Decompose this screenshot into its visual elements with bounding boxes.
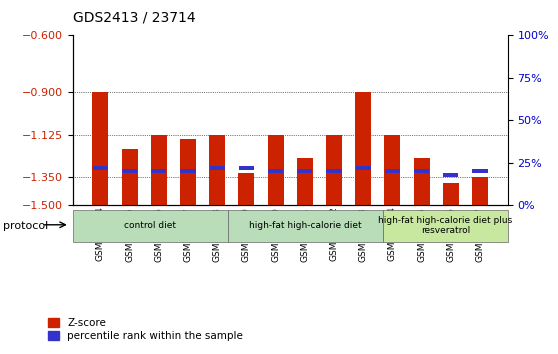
FancyBboxPatch shape [228, 210, 383, 242]
Bar [413, 158, 430, 205]
Bar [326, 135, 342, 205]
Bar [297, 169, 312, 173]
Bar [472, 177, 488, 205]
Bar [180, 139, 196, 205]
Bar [209, 135, 225, 205]
Bar [151, 169, 166, 173]
Bar [267, 135, 283, 205]
Bar [239, 166, 254, 170]
Text: high-fat high-calorie diet plus
resveratrol: high-fat high-calorie diet plus resverat… [378, 216, 513, 235]
Bar [355, 92, 371, 205]
Bar [472, 169, 488, 173]
FancyBboxPatch shape [73, 210, 228, 242]
Bar [238, 173, 254, 205]
Text: high-fat high-calorie diet: high-fat high-calorie diet [249, 221, 362, 230]
Bar [326, 169, 341, 173]
Bar [443, 173, 458, 177]
Bar [122, 149, 138, 205]
Text: protocol: protocol [3, 221, 48, 231]
FancyBboxPatch shape [383, 210, 508, 242]
Bar [384, 169, 400, 173]
Text: GDS2413 / 23714: GDS2413 / 23714 [73, 11, 195, 25]
Text: control diet: control diet [124, 221, 176, 230]
Bar [209, 166, 225, 170]
Bar [414, 169, 429, 173]
Bar [297, 158, 313, 205]
Bar [355, 166, 371, 170]
Bar [151, 135, 167, 205]
Bar [384, 135, 401, 205]
Bar [92, 92, 108, 205]
Bar [268, 169, 283, 173]
Bar [122, 169, 137, 173]
Bar [442, 183, 459, 205]
Bar [93, 166, 108, 170]
Legend: Z-score, percentile rank within the sample: Z-score, percentile rank within the samp… [44, 314, 247, 345]
Bar [180, 169, 196, 173]
